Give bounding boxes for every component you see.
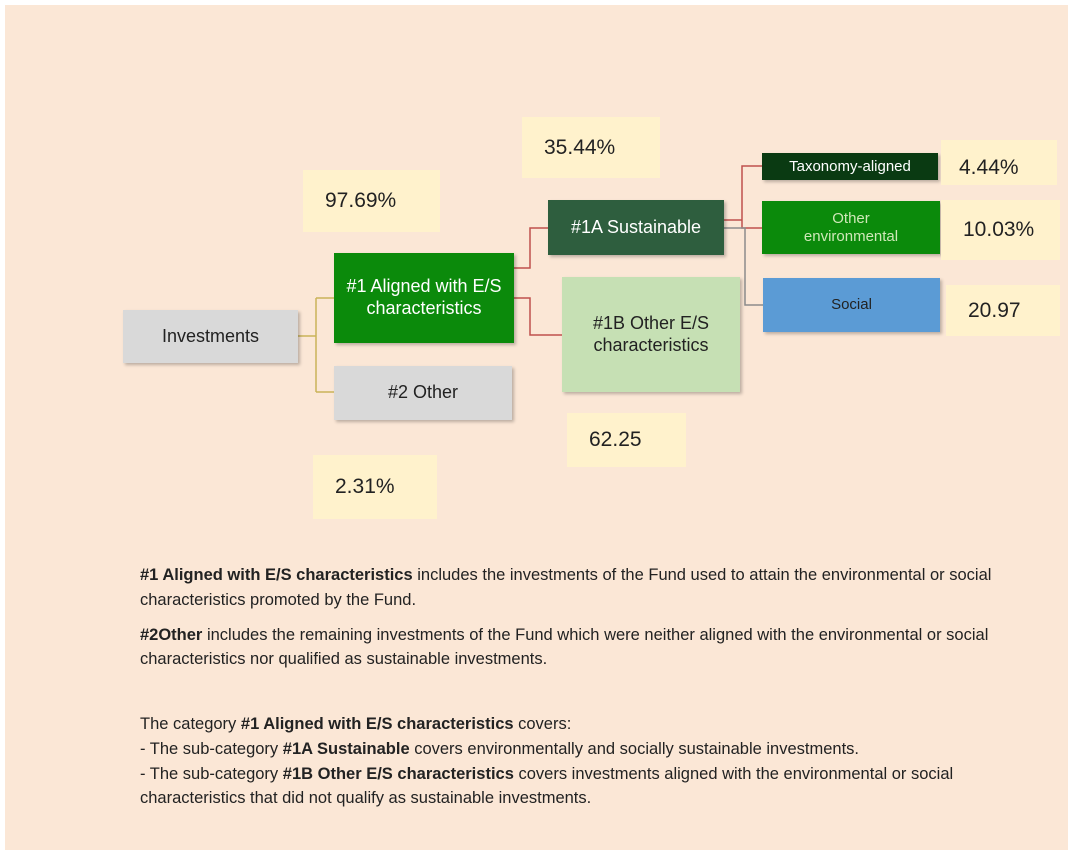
category-intro: The category #1 Aligned with E/S charact… [140, 712, 1045, 737]
bold: #1 Aligned with E/S characteristics [240, 715, 514, 733]
text: covers investments aligned with the envi… [140, 764, 958, 808]
text: - The sub-category [140, 764, 283, 783]
node: #1B Other E/S characteristics [562, 277, 740, 392]
text: - The sub-category [140, 739, 283, 758]
text: covers environmentally and socially sust… [409, 739, 860, 758]
category-item: - The sub-category #1B Other E/S charact… [140, 762, 1045, 812]
node: #2 Other [334, 366, 512, 420]
percentage: 20.97 [946, 285, 1060, 336]
percentage: 10.03% [941, 200, 1060, 260]
percentage: 2.31% [313, 455, 437, 519]
node: Other environmental [762, 201, 940, 254]
node: Social [763, 278, 940, 332]
node: Investments [123, 310, 298, 363]
connector [298, 297, 334, 393]
notes: #1 Aligned with E/S characteristics incl… [140, 563, 1045, 811]
bold: #1A Sustainable [282, 739, 410, 758]
percentage: 97.69% [303, 170, 440, 232]
node: #1 Aligned with E/S characteristics [334, 253, 514, 343]
percentage: 35.44% [522, 117, 660, 178]
category-item: - The sub-category #1A Sustainable cover… [140, 737, 1045, 762]
text: The category [140, 715, 241, 733]
note-bold: #1 Aligned with E/S characteristics [140, 566, 413, 584]
connector [724, 227, 763, 306]
note: #2Other includes the remaining investmen… [140, 623, 1045, 673]
node: #1A Sustainable [548, 200, 724, 255]
text: covers: [513, 715, 572, 733]
note: #1 Aligned with E/S characteristics incl… [140, 563, 1045, 613]
note-text: includes the investments of the Fund use… [140, 566, 996, 609]
note-bold: #2Other [140, 625, 203, 644]
connector [514, 227, 562, 336]
bold: #1B Other E/S characteristics [282, 764, 514, 783]
connector [724, 165, 762, 229]
percentage: 62.25 [567, 413, 686, 467]
node: Taxonomy-aligned [762, 153, 938, 180]
note-text: includes the remaining investments of th… [140, 625, 993, 669]
percentage: 4.44% [941, 140, 1057, 185]
